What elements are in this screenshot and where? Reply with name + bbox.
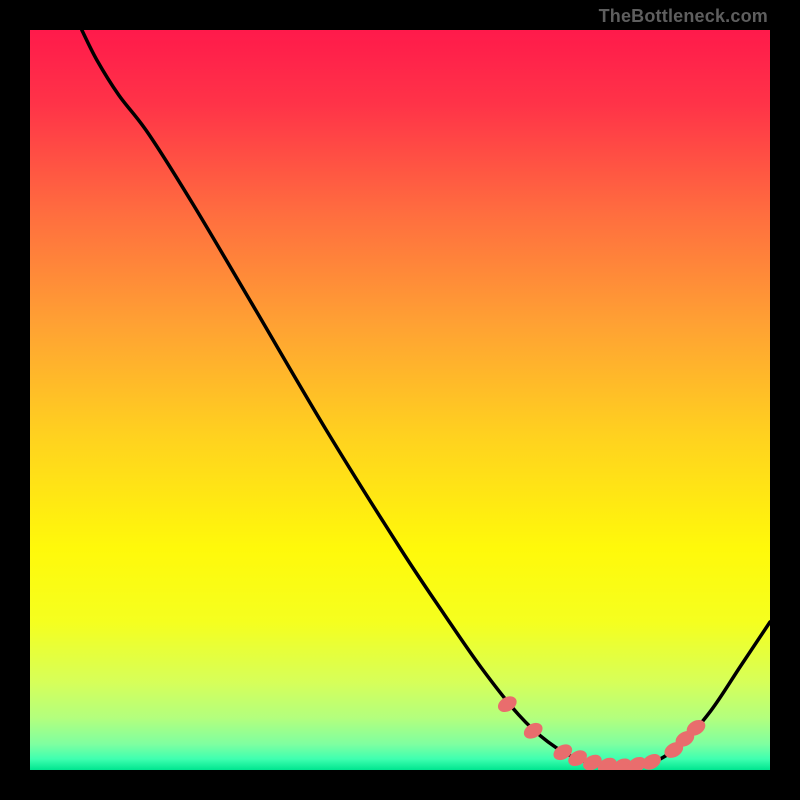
plot-area (30, 30, 770, 770)
attribution-label: TheBottleneck.com (599, 6, 768, 27)
chart-frame: TheBottleneck.com (0, 0, 800, 800)
marker-group (495, 693, 708, 770)
curve-layer (30, 30, 770, 770)
bottleneck-curve (82, 30, 770, 767)
